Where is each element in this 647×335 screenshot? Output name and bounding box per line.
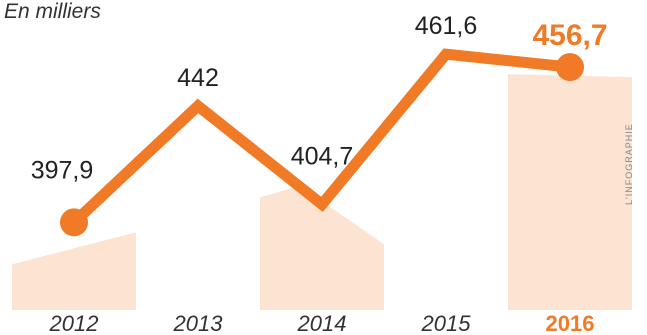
value-label-2016: 456,7	[532, 19, 607, 52]
series-line	[68, 48, 576, 228]
data-point-2016	[556, 53, 584, 82]
unit-subtitle: En milliers	[4, 0, 101, 23]
x-tick-2015: 2015	[421, 311, 472, 335]
value-label-2014: 404,7	[291, 142, 354, 170]
data-point-2012	[60, 208, 88, 237]
x-tick-2014: 2014	[297, 311, 347, 335]
x-tick-2013: 2013	[173, 311, 224, 335]
value-label-2013: 442	[177, 64, 219, 92]
x-tick-2016: 2016	[546, 311, 595, 335]
value-label-2015: 461,6	[415, 12, 478, 40]
value-label-2012: 397,9	[31, 156, 94, 184]
x-tick-2012: 2012	[49, 311, 99, 335]
credit-label: L'INFOGRAPHIE	[624, 123, 634, 205]
